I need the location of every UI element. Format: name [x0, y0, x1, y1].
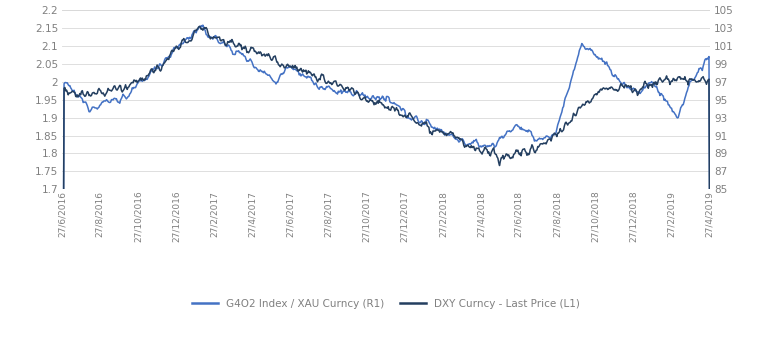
Legend: G4O2 Index / XAU Curncy (R1), DXY Curncy - Last Price (L1): G4O2 Index / XAU Curncy (R1), DXY Curncy… [188, 295, 584, 313]
